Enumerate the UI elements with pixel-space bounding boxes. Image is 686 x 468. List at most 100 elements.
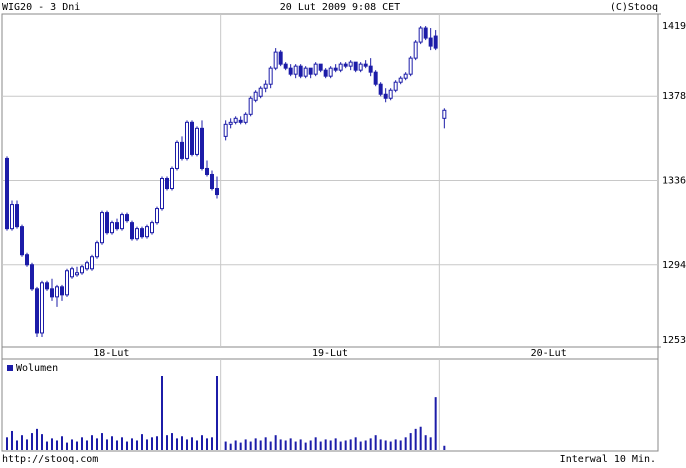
volume-bar	[289, 438, 292, 450]
candle-body	[338, 63, 343, 71]
candle-body	[228, 121, 233, 125]
candle-body	[150, 222, 154, 234]
volume-bar	[71, 439, 73, 450]
candle-body	[135, 228, 139, 240]
candle-body	[353, 61, 358, 71]
volume-bar	[254, 438, 257, 450]
candle-body	[348, 61, 353, 67]
volume-bar	[136, 440, 138, 450]
volume-bar	[354, 437, 357, 450]
volume-bar	[299, 439, 302, 450]
volume-bar	[36, 428, 38, 450]
volume-bar	[394, 439, 397, 450]
candle-body	[95, 242, 99, 258]
candle-body	[238, 119, 243, 123]
volume-bar	[324, 439, 327, 450]
volume-bar	[399, 440, 402, 450]
candle-body	[90, 256, 94, 270]
candle-body	[303, 67, 308, 77]
volume-bar	[161, 376, 163, 450]
candle-body	[70, 268, 74, 278]
chart-title: WIG20 - 3 Dni	[2, 2, 80, 13]
volume-bar	[51, 438, 53, 450]
candle-body	[200, 127, 204, 169]
volume-bar	[6, 437, 8, 450]
candle-body	[25, 254, 29, 266]
volume-bar	[309, 440, 312, 450]
volume-bar	[176, 438, 178, 450]
volume-bar	[156, 436, 158, 450]
candle-body	[190, 121, 194, 155]
candle-body	[10, 204, 14, 230]
candle-body	[175, 141, 179, 169]
candle-body	[403, 73, 408, 79]
candle-body	[323, 69, 328, 77]
candle-body	[333, 67, 338, 71]
candle-body	[263, 83, 268, 89]
candle-body	[368, 65, 373, 73]
candle-body	[408, 57, 413, 75]
volume-bar	[81, 437, 83, 450]
candle-body	[398, 77, 403, 83]
candle-body	[5, 157, 9, 230]
candle-body	[80, 266, 84, 274]
volume-bar	[196, 440, 198, 450]
volume-bar	[31, 433, 33, 450]
candle-body	[383, 93, 388, 99]
volume-bar	[91, 435, 93, 450]
legend-swatch	[7, 365, 13, 371]
candle-body	[215, 188, 219, 196]
volume-bar	[171, 433, 173, 450]
candle-body	[120, 214, 124, 230]
candle-body	[363, 63, 368, 67]
candle-body	[428, 37, 433, 47]
candle-body	[85, 262, 89, 270]
candle-body	[378, 83, 383, 95]
candle-body	[155, 208, 159, 224]
candle-body	[243, 113, 248, 123]
volume-bar	[106, 439, 108, 450]
candle-body	[40, 282, 44, 334]
volume-bar	[339, 441, 342, 450]
candle-body	[30, 264, 34, 290]
interval: Interwal 10 Min.	[560, 454, 656, 464]
candle-body	[343, 63, 348, 67]
candle-body	[20, 226, 24, 256]
candle-body	[110, 222, 114, 234]
candle-body	[328, 67, 333, 77]
volume-bar	[364, 440, 367, 450]
candle-body	[298, 65, 303, 77]
y-tick-label: 1419	[662, 21, 686, 32]
volume-bar	[409, 433, 412, 450]
candle-body	[273, 51, 278, 69]
volume-bar	[41, 434, 43, 450]
volume-bar	[206, 438, 208, 450]
volume-bar	[56, 440, 58, 450]
y-tick-label: 1378	[662, 91, 686, 102]
candle-body	[140, 228, 144, 238]
candle-body	[170, 167, 174, 190]
volume-bar	[374, 435, 377, 450]
source: http://stooq.com	[2, 454, 98, 464]
volume-bar	[249, 441, 252, 450]
candle-body	[418, 27, 423, 43]
credit: (C)Stooq	[610, 2, 658, 13]
candle-body	[35, 288, 39, 334]
candle-body	[318, 63, 323, 71]
candle-body	[160, 177, 164, 210]
volume-bar	[349, 439, 352, 450]
volume-bar	[26, 439, 28, 450]
candle-body	[55, 286, 59, 298]
volume-bar	[186, 439, 188, 450]
volume-bar	[111, 436, 113, 450]
candle-body	[65, 270, 69, 296]
candle-body	[313, 63, 318, 75]
volume-bar	[379, 439, 382, 450]
volume-bar	[229, 443, 232, 450]
candle-body	[233, 117, 238, 123]
volume-bar	[284, 440, 287, 450]
candle-body	[283, 63, 288, 69]
volume-bar	[146, 439, 148, 450]
y-tick-label: 1253	[662, 335, 686, 346]
candle-body	[210, 173, 214, 190]
